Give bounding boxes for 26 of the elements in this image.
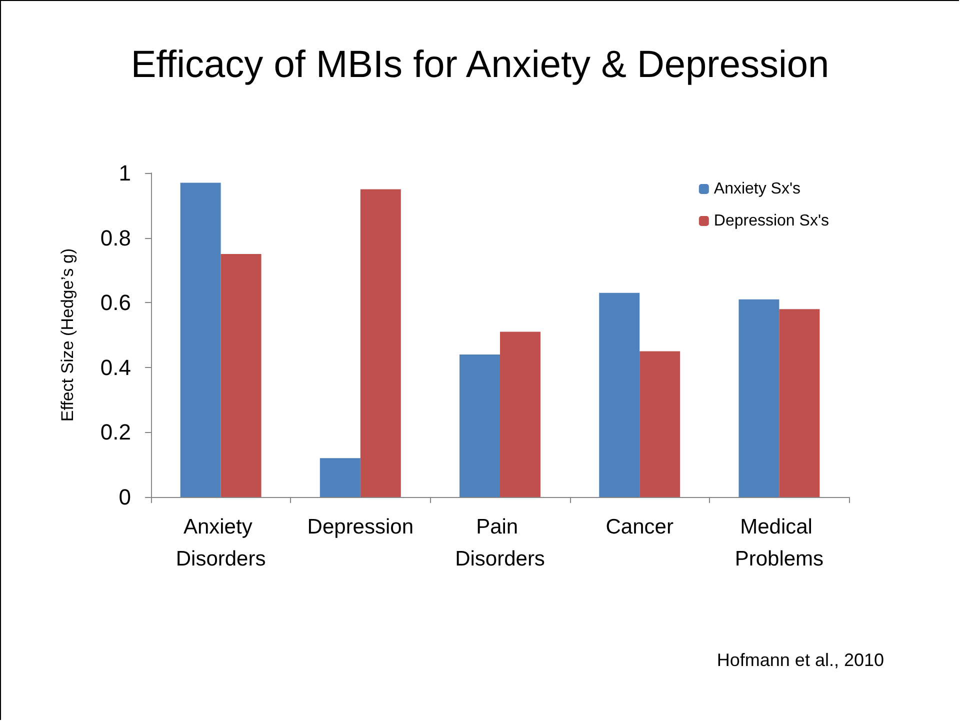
bar	[180, 182, 221, 497]
x-tick-label: Depression	[307, 516, 414, 538]
x-tick-label: Medical Problems	[734, 516, 824, 570]
y-tick-label: 0	[118, 484, 131, 510]
bar	[460, 354, 500, 497]
y-tick-label: 1	[118, 160, 131, 186]
x-tick-label: Cancer	[606, 516, 674, 538]
y-axis-title: Effect Size (Hedge’s g)	[58, 248, 77, 422]
bar	[640, 351, 680, 497]
bar	[779, 309, 820, 497]
x-tick-label: Anxiety Disorders	[176, 516, 266, 570]
x-tick-label: Pain Disorders	[455, 516, 545, 570]
bar	[738, 299, 780, 497]
bar	[599, 292, 640, 497]
y-tick-label: 0.6	[100, 290, 131, 316]
y-tick-label: 0.8	[100, 225, 131, 250]
bar	[360, 189, 401, 497]
legend-label: Anxiety Sx's	[714, 180, 801, 198]
legend-label: Depression Sx's	[714, 212, 830, 230]
y-tick-label: 0.4	[100, 354, 131, 380]
text: Hofmann et al., 2010	[716, 650, 884, 670]
chart-title: Efficacy of MBIs for Anxiety & Depression	[130, 44, 830, 86]
bar	[220, 254, 262, 497]
bar	[500, 332, 540, 497]
bar	[320, 458, 360, 497]
y-tick-label: 0.2	[100, 420, 131, 445]
